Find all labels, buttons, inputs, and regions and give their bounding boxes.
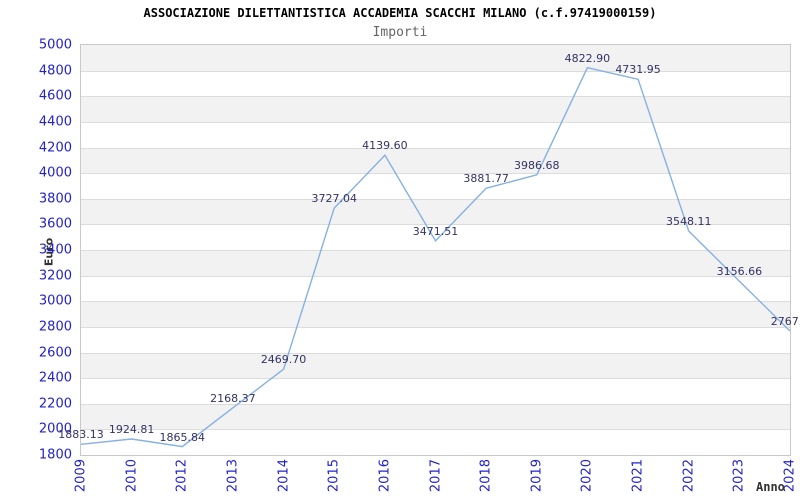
gridline — [81, 173, 790, 175]
data-line — [81, 66, 790, 448]
grid-band — [81, 301, 790, 327]
grid-band — [81, 96, 790, 122]
gridline — [81, 378, 790, 380]
y-tick-label: 3800 — [38, 191, 72, 207]
y-axis-ticks: 5000 4800 4600 4400 4200 4000 3800 3600 3400 3200… — [0, 38, 72, 463]
gridline — [81, 121, 790, 123]
x-tick-label: 2020 — [579, 459, 595, 493]
gridline — [81, 224, 790, 226]
grid-band — [81, 403, 790, 430]
x-tick-label: 2010 — [124, 459, 140, 493]
y-tick-label: 5000 — [38, 37, 72, 53]
y-tick-label: 3200 — [38, 268, 72, 284]
y-tick-label: 3600 — [38, 216, 72, 232]
x-axis-title: Anno — [756, 480, 785, 494]
gridline — [81, 96, 790, 98]
y-tick-label: 4400 — [38, 114, 72, 130]
x-tick-label: 2017 — [428, 459, 443, 493]
x-tick-label: 2013 — [225, 459, 241, 493]
x-tick-label: 2019 — [529, 459, 545, 493]
grid-band — [81, 198, 790, 225]
grid-band — [81, 45, 790, 71]
chart-subtitle: Importi — [372, 25, 428, 40]
gridline — [81, 352, 790, 354]
y-tick-label: 2400 — [38, 370, 72, 386]
grid-band — [81, 250, 790, 276]
x-axis-ticks: 2009 2010 2012 2013 2014 2015 2016 2017 2018 2019… — [74, 459, 798, 500]
gridline — [81, 403, 790, 405]
grid-band — [81, 352, 790, 379]
gridline — [81, 326, 790, 328]
x-tick-label: 2016 — [377, 459, 393, 493]
grid-band — [81, 147, 790, 174]
y-tick-label: 2000 — [38, 421, 72, 437]
x-tick-label: 2009 — [73, 459, 89, 493]
x-tick-label: 2022 — [681, 459, 697, 493]
x-tick-label: 2012 — [174, 459, 190, 493]
gridline — [81, 147, 790, 149]
x-tick-label: 2014 — [276, 459, 292, 493]
x-tick-label: 2018 — [478, 459, 494, 493]
y-tick-label: 4200 — [38, 140, 72, 155]
y-tick-label: 2800 — [38, 319, 72, 335]
gridline — [81, 250, 790, 251]
gridline — [81, 429, 790, 431]
line-series-svg — [81, 66, 790, 448]
y-tick-label: 4600 — [38, 88, 72, 104]
gridline — [81, 301, 790, 303]
y-tick-label: 3000 — [38, 293, 72, 309]
x-tick-label: 2015 — [326, 459, 342, 493]
y-tick-label: 2200 — [38, 396, 72, 412]
plot-area — [80, 44, 791, 456]
chart-title: ASSOCIAZIONE DILETTANTISTICA ACCADEMIA S… — [143, 6, 657, 20]
y-tick-label: 2600 — [38, 345, 72, 360]
y-tick-label: 4800 — [38, 63, 72, 79]
y-tick-label: 3400 — [38, 242, 72, 258]
y-tick-label: 1800 — [38, 447, 72, 463]
y-tick-label: 4000 — [38, 165, 72, 181]
gridline — [81, 70, 790, 72]
gridline — [81, 275, 790, 277]
x-tick-label: 2023 — [731, 459, 747, 493]
x-tick-label: 2021 — [630, 459, 646, 493]
gridline — [81, 198, 790, 200]
